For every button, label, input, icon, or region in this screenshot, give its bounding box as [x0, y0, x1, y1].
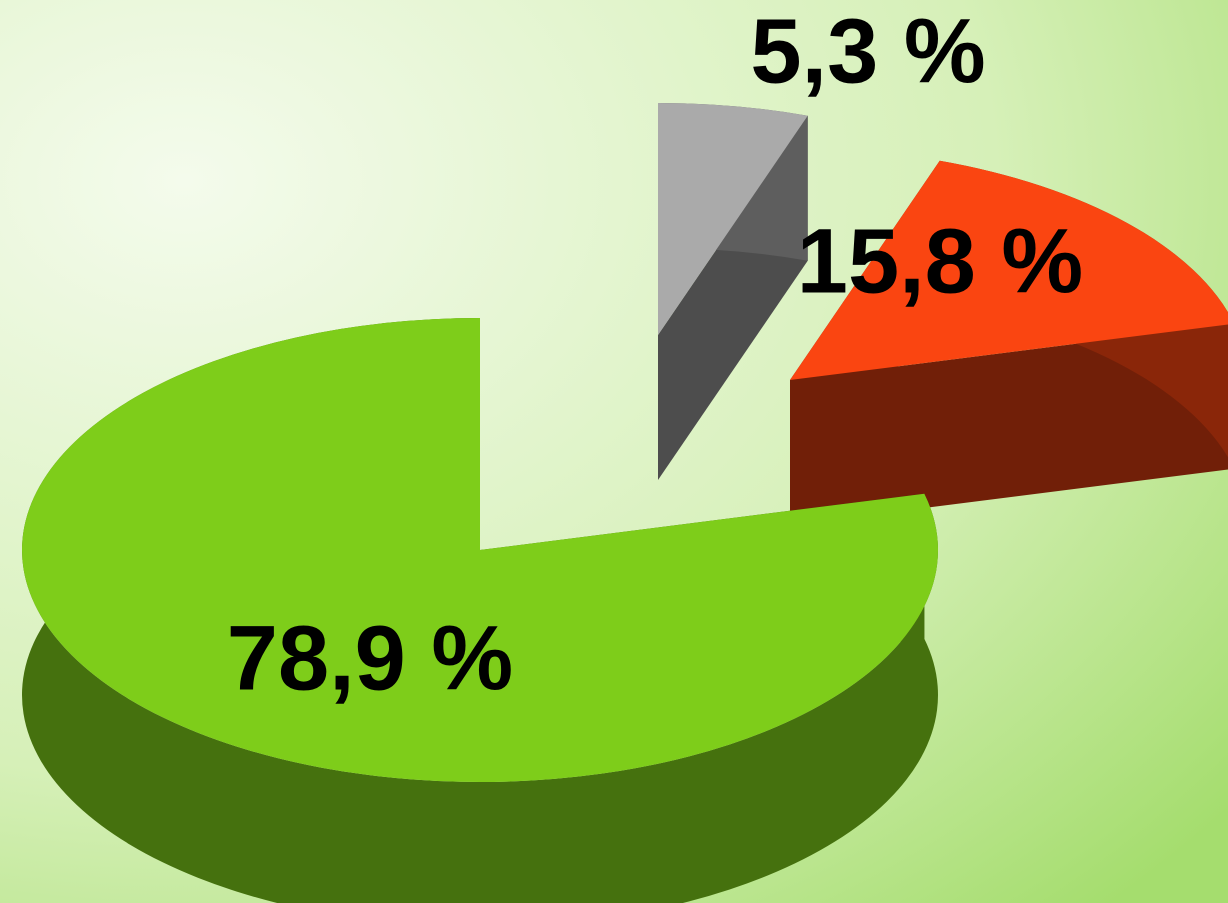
slice	[21, 318, 938, 782]
slice	[790, 160, 1228, 380]
slice-side	[790, 324, 1228, 525]
data-label: 78,9 %	[227, 607, 513, 709]
data-label: 5,3 %	[750, 0, 985, 102]
data-label: 15,8 %	[797, 210, 1083, 312]
slice	[658, 103, 808, 335]
labels: 78,9 % 15,8 % 5,3 %	[227, 0, 1083, 709]
pie	[21, 103, 1228, 903]
